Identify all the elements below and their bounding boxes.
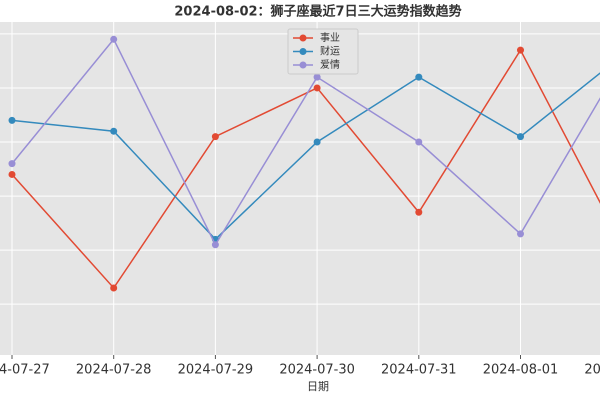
- legend-label: 财运: [320, 45, 340, 58]
- point: [211, 133, 219, 141]
- x-tick-label: 2024-07-30: [279, 363, 355, 378]
- point: [110, 35, 118, 43]
- x-tick-label: 2024-08-01: [483, 363, 559, 378]
- point: [8, 160, 16, 168]
- point: [415, 138, 423, 146]
- point: [517, 46, 524, 54]
- legend-marker: [299, 61, 307, 69]
- x-tick-label: 2024-07-28: [76, 363, 152, 378]
- legend-marker: [299, 48, 307, 55]
- plot-area: [0, 22, 600, 355]
- x-tick-label: 2024-08-02: [584, 363, 600, 378]
- x-tick-label: 2024-07-31: [381, 363, 457, 378]
- point: [517, 230, 524, 238]
- point: [110, 284, 118, 292]
- chart-title: 2024-08-02：狮子座最近7日三大运势指数趋势: [174, 4, 461, 20]
- legend-marker: [299, 34, 307, 42]
- point: [313, 73, 321, 81]
- point: [110, 127, 118, 135]
- point: [211, 241, 219, 249]
- point: [313, 84, 321, 92]
- point: [313, 138, 321, 146]
- x-tick-label: 2024-07-27: [0, 363, 50, 378]
- point: [415, 208, 423, 216]
- x-tick-label: 2024-07-29: [178, 363, 254, 378]
- point: [8, 116, 16, 124]
- point: [8, 170, 16, 178]
- point: [517, 133, 524, 141]
- legend-label: 事业: [320, 31, 340, 44]
- legend-label: 爱情: [320, 58, 340, 71]
- point: [415, 73, 423, 81]
- x-axis-label: 日期: [307, 380, 329, 393]
